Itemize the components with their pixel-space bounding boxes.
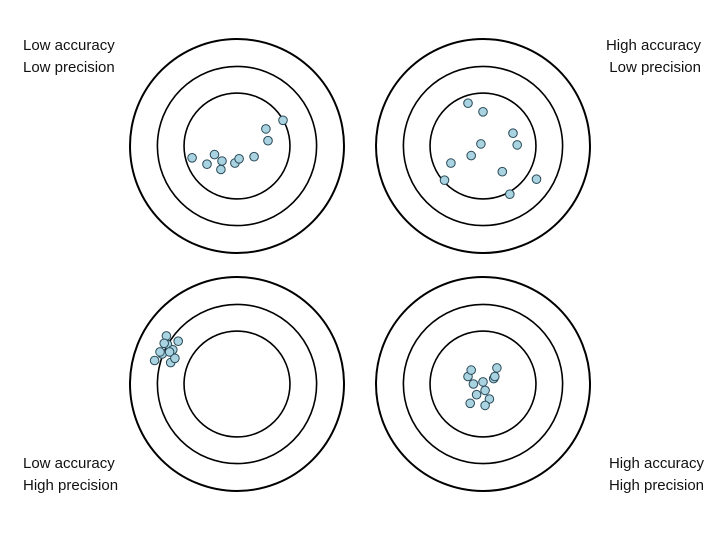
- shot-dot: [439, 175, 450, 185]
- shot-dot: [471, 389, 482, 400]
- shot-dot: [261, 124, 271, 134]
- accuracy-text: Low accuracy: [23, 455, 115, 472]
- shot-dot: [209, 149, 220, 160]
- label-high-accuracy-high-precision: High accuracy High precision: [609, 453, 704, 497]
- middle-ring: [156, 303, 318, 465]
- shot-dot: [508, 128, 518, 138]
- target-low-accuracy-high-precision: [129, 276, 345, 492]
- shot-dot: [490, 371, 500, 382]
- accuracy-text: High accuracy: [605, 37, 701, 54]
- shot-dot: [159, 338, 169, 349]
- inner-ring: [429, 330, 537, 438]
- precision-text: High precision: [608, 477, 704, 494]
- outer-ring: [129, 38, 345, 254]
- shot-dot: [531, 174, 542, 184]
- shot-dot: [465, 398, 476, 409]
- shot-dot: [216, 164, 226, 175]
- outer-ring: [375, 276, 591, 492]
- shot-dot: [463, 98, 473, 108]
- target-high-accuracy-low-precision: [375, 38, 591, 254]
- shot-dot: [249, 151, 259, 162]
- shot-dot: [466, 150, 477, 161]
- precision-text: Low precision: [23, 59, 115, 76]
- accuracy-text: Low accuracy: [23, 37, 115, 54]
- precision-text: Low precision: [609, 59, 701, 76]
- shot-dot: [202, 159, 212, 169]
- shot-dot: [466, 365, 477, 375]
- label-low-accuracy-low-precision: Low accuracy Low precision: [23, 35, 115, 79]
- precision-text: High precision: [23, 477, 119, 494]
- shot-dot: [278, 115, 288, 126]
- shot-dot: [505, 189, 515, 199]
- shot-dot: [173, 336, 183, 347]
- shot-dot: [155, 347, 165, 357]
- label-high-accuracy-low-precision: High accuracy Low precision: [606, 35, 701, 79]
- inner-ring: [183, 92, 291, 200]
- shot-dot: [263, 135, 273, 146]
- shot-dot: [234, 154, 244, 164]
- label-low-accuracy-high-precision: Low accuracy High precision: [23, 453, 118, 497]
- shot-dot: [468, 379, 479, 389]
- target-low-accuracy-low-precision: [129, 38, 345, 254]
- shot-dot: [512, 140, 523, 150]
- middle-ring: [156, 65, 318, 227]
- shot-dot: [492, 363, 502, 373]
- shot-dot: [164, 347, 175, 357]
- shot-dot: [478, 377, 488, 387]
- outer-ring: [375, 38, 591, 254]
- middle-ring: [402, 303, 564, 465]
- inner-ring: [429, 92, 537, 200]
- shot-dot: [149, 355, 160, 366]
- inner-ring: [183, 330, 291, 438]
- accuracy-text: High accuracy: [608, 455, 704, 472]
- shot-dot: [476, 139, 486, 149]
- shot-dot: [480, 400, 490, 411]
- shot-dot: [170, 353, 180, 364]
- shot-dot: [478, 107, 488, 117]
- shot-dot: [480, 385, 490, 396]
- shot-dot: [187, 153, 197, 163]
- shot-dot: [497, 166, 508, 177]
- middle-ring: [402, 65, 564, 227]
- target-high-accuracy-high-precision: [375, 276, 591, 492]
- outer-ring: [129, 276, 345, 492]
- shot-dot: [217, 156, 227, 166]
- shot-dot: [446, 158, 456, 168]
